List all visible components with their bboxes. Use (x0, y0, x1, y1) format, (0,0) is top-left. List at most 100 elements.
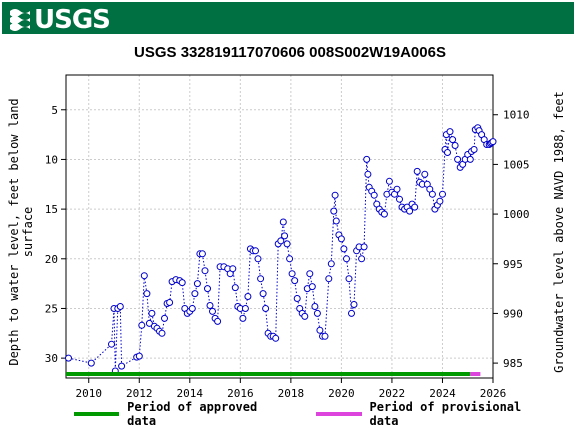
right-tick-label: 1000 (503, 208, 530, 221)
data-point (209, 307, 216, 315)
data-point (343, 255, 350, 263)
x-tick-label: 2012 (126, 387, 153, 400)
data-point (428, 190, 436, 198)
data-point (272, 334, 280, 342)
data-point (252, 247, 259, 255)
legend-swatch-provisional (316, 412, 362, 416)
data-point (87, 359, 95, 367)
bars-layer (66, 372, 481, 376)
data-point (178, 279, 186, 287)
data-point (470, 146, 478, 153)
data-point (331, 191, 339, 199)
usgs-logo-text: USGS (34, 5, 111, 35)
left-tick-label: 15 (45, 203, 58, 216)
x-tick-label: 2024 (429, 387, 456, 400)
usgs-banner: USGS (0, 0, 576, 36)
data-point (259, 290, 267, 298)
data-point (393, 185, 401, 193)
data-point (385, 177, 393, 185)
left-axis-label-line2: surface (21, 207, 35, 258)
data-point (291, 277, 299, 285)
data-point (283, 240, 291, 248)
x-tick-label: 2026 (480, 387, 507, 400)
left-tick-label: 10 (45, 153, 58, 166)
data-point (108, 340, 115, 348)
data-point (313, 309, 321, 317)
grid-layer (66, 75, 494, 378)
left-tick-label: 20 (45, 253, 58, 266)
x-tick-label: 2020 (328, 387, 355, 400)
data-point (436, 197, 444, 205)
data-point (449, 136, 457, 144)
data-point (239, 314, 247, 322)
right-tick-label: 990 (503, 307, 523, 320)
data-point (411, 203, 419, 211)
data-point (279, 218, 287, 226)
data-point (204, 285, 211, 293)
data-point (158, 329, 166, 337)
data-point (143, 290, 151, 298)
data-point (345, 275, 353, 283)
x-tick-label: 2022 (379, 387, 406, 400)
data-point (301, 312, 309, 320)
data-point (444, 149, 451, 156)
data-point (421, 170, 429, 178)
x-tick-label: 2018 (278, 387, 305, 400)
legend-swatch-approved (74, 412, 120, 416)
data-point (413, 167, 421, 175)
data-point (214, 317, 222, 325)
data-point (254, 255, 262, 263)
plot-frame (65, 74, 494, 379)
usgs-wave-icon (10, 9, 30, 31)
left-axis-label-line1: Depth to water level, feet below land (7, 98, 21, 365)
data-point (439, 190, 446, 198)
data-point (277, 237, 285, 245)
series-line (68, 126, 494, 372)
data-point (244, 293, 252, 300)
data-point (306, 270, 314, 278)
approval-bar (470, 372, 481, 376)
data-point (446, 128, 454, 136)
right-tick-label: 995 (503, 258, 523, 271)
data-point (118, 362, 126, 370)
data-point (193, 280, 201, 288)
data-point (135, 352, 143, 360)
data-point (363, 155, 371, 163)
ticks-layer: 2010 2012 2014 2016 2018 2020 2022 2024 20265101… (45, 104, 530, 400)
right-tick-label: 1005 (503, 158, 530, 171)
data-point (229, 265, 237, 273)
data-point (201, 267, 209, 275)
x-tick-label: 2016 (227, 387, 254, 400)
data-point (288, 270, 296, 278)
data-point (191, 290, 199, 298)
right-axis-label: Groundwater level above NAVD 1988, feet (552, 91, 566, 373)
data-point (327, 260, 335, 268)
data-point (454, 155, 462, 163)
data-point (332, 217, 340, 225)
data-point (370, 191, 378, 199)
right-tick-label: 985 (503, 357, 523, 370)
usgs-logo: USGS (8, 5, 111, 35)
chart-title: USGS 332819117070606 008S002W19A006S (134, 44, 446, 61)
data-point (350, 301, 358, 308)
data-point (166, 299, 174, 306)
legend: Period of approved data Period of provis… (74, 400, 580, 428)
data-point (140, 272, 148, 280)
data-point (321, 332, 329, 340)
data-point (116, 303, 124, 310)
data-point (206, 302, 214, 309)
data-point (231, 284, 239, 292)
data-point (364, 170, 372, 178)
x-tick-label: 2014 (177, 387, 204, 400)
data-point (311, 303, 319, 310)
data-point (188, 305, 196, 312)
x-tick-label: 2010 (75, 387, 102, 400)
data-point (330, 207, 338, 215)
data-point (340, 245, 348, 253)
legend-label-approved: Period of approved data (127, 400, 258, 428)
data-point (281, 232, 289, 240)
data-point (316, 326, 324, 334)
legend-item-provisional: Period of provisional data (316, 400, 554, 428)
data-point (293, 295, 301, 302)
